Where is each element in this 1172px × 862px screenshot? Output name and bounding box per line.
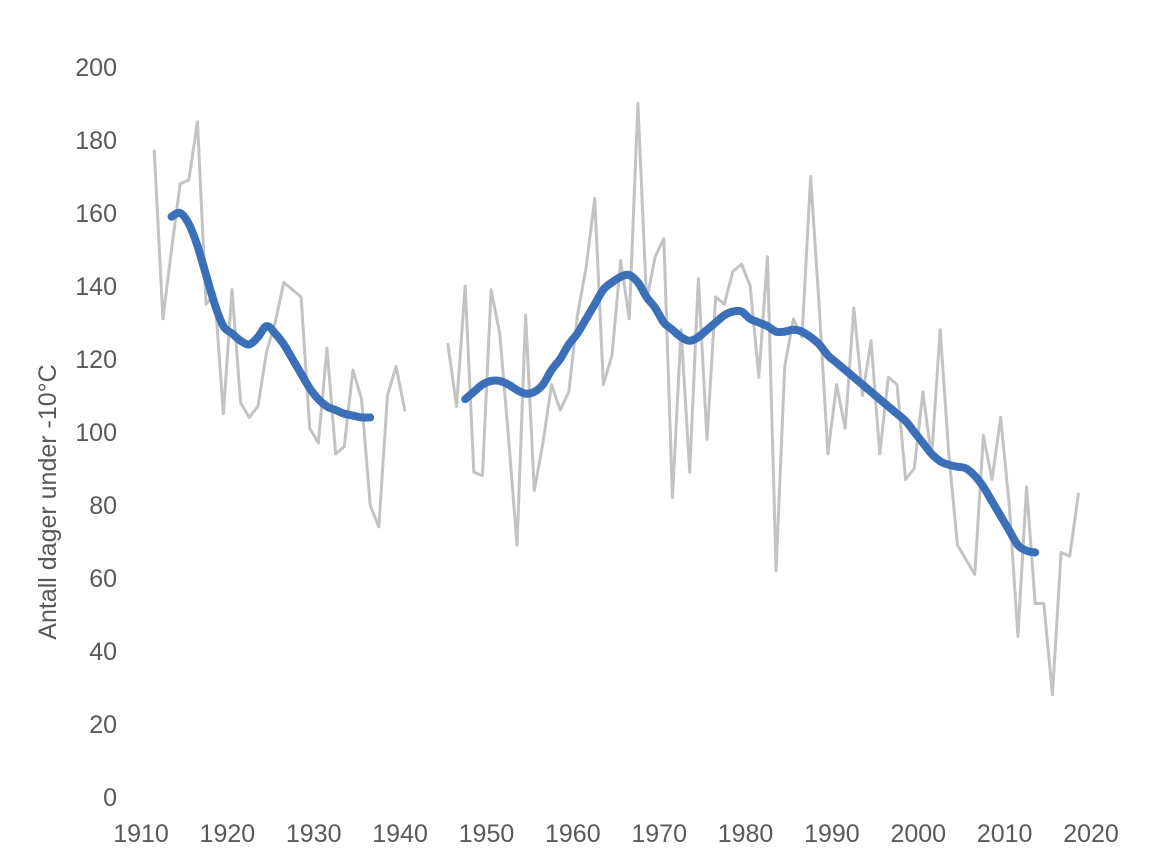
y-tick-label: 40 (89, 638, 117, 666)
plot-area (152, 102, 1080, 697)
y-tick-label: 140 (75, 273, 117, 301)
x-tick-label: 1910 (113, 820, 169, 848)
x-tick-label: 1940 (372, 820, 428, 848)
x-tick-label: 1990 (804, 820, 860, 848)
x-tick-label: 1970 (631, 820, 687, 848)
x-tick-label: 2000 (890, 820, 946, 848)
y-tick-label: 120 (75, 346, 117, 374)
x-tick-label: 2010 (977, 820, 1033, 848)
annual-series-line-segment-2 (446, 102, 1080, 697)
x-tick-label: 1980 (718, 820, 774, 848)
x-tick-label: 1960 (545, 820, 601, 848)
x-tick-label: 1950 (459, 820, 515, 848)
y-tick-label: 180 (75, 127, 117, 155)
smoothed-series-line-segment-1 (167, 208, 375, 422)
y-tick-label: 0 (103, 784, 117, 812)
y-axis-title: Antall dager under -10°C (34, 364, 62, 639)
x-tick-label: 1930 (286, 820, 342, 848)
y-tick-label: 60 (89, 565, 117, 593)
y-tick-label: 200 (75, 54, 117, 82)
y-axis-tick-labels: 0 20 40 60 80 100 120 140 160 180 200 (75, 54, 117, 812)
y-tick-label: 160 (75, 200, 117, 228)
y-tick-label: 20 (89, 711, 117, 739)
y-tick-label: 80 (89, 492, 117, 520)
x-tick-label: 1920 (200, 820, 256, 848)
y-tick-label: 100 (75, 419, 117, 447)
annual-series-line-segment-1 (152, 120, 407, 529)
x-axis-tick-labels: 1910 1920 1930 1940 1950 1960 1970 1980 1990 2000… (113, 820, 1119, 848)
x-tick-label: 2020 (1063, 820, 1119, 848)
smoothed-series-line-segment-2 (461, 270, 1040, 557)
